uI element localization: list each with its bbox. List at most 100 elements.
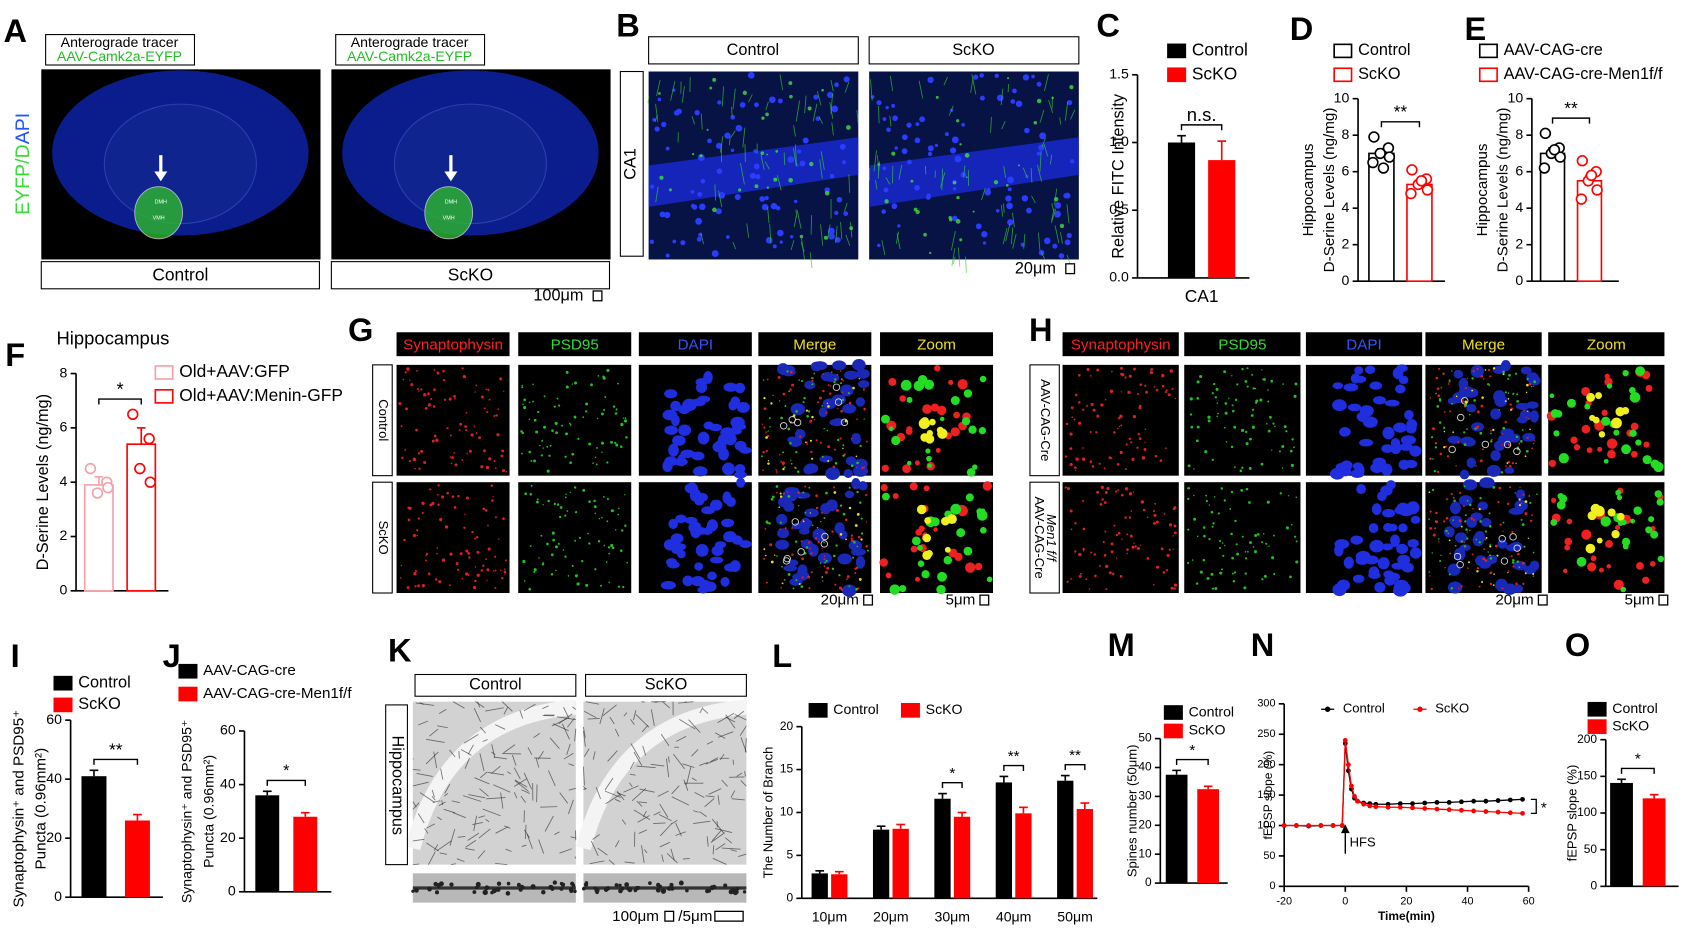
cell [1295, 540, 1298, 543]
cell [1251, 425, 1255, 429]
nucleus [1516, 489, 1526, 500]
fiber [1031, 195, 1036, 204]
neurite [514, 779, 528, 788]
cell [1146, 557, 1150, 560]
cell [1616, 494, 1623, 501]
cell [1463, 443, 1467, 446]
label-box [45, 34, 196, 66]
cell [1473, 518, 1476, 522]
neurite [589, 860, 605, 865]
channel-label: Synaptophysin [1071, 336, 1171, 353]
cell [1587, 511, 1597, 521]
fiber [790, 240, 795, 251]
nucleus [832, 360, 847, 371]
cell [1103, 467, 1106, 470]
cell [804, 511, 807, 514]
cell [834, 210, 839, 216]
fiber [948, 105, 954, 116]
cell [768, 417, 771, 420]
nucleus [1395, 384, 1406, 394]
cell [542, 562, 544, 564]
cell [620, 529, 624, 532]
cell [1524, 500, 1528, 504]
scale-bar [1537, 594, 1548, 606]
scale-label: 5μm [945, 592, 975, 609]
cell [620, 422, 624, 427]
cell [929, 251, 932, 255]
neurite [473, 815, 478, 832]
panel-letter: N [1251, 626, 1275, 663]
cell [803, 396, 806, 400]
cell [791, 383, 795, 387]
cell [810, 552, 813, 555]
cell [597, 540, 601, 543]
cell [444, 525, 449, 529]
panel-letter: D [1290, 10, 1314, 47]
nucleus [1335, 462, 1349, 471]
cell [1432, 533, 1436, 537]
cell [1488, 512, 1491, 515]
neurite [719, 753, 725, 761]
cell [571, 452, 575, 456]
fiber [670, 81, 676, 101]
cell [474, 566, 477, 568]
fiber [845, 234, 851, 246]
nucleus [1455, 532, 1467, 543]
legend-label: ScKO [1612, 717, 1649, 733]
data-point [102, 481, 114, 494]
neurite [472, 821, 483, 826]
cell [826, 566, 830, 570]
bar [1208, 160, 1236, 278]
tissue-fold [576, 699, 748, 851]
cell [1506, 462, 1509, 464]
y-tick-label: 150 [1257, 789, 1275, 801]
cell [680, 240, 686, 246]
cell [799, 496, 801, 499]
cell [981, 231, 988, 238]
cell [1508, 373, 1511, 377]
cell [1523, 409, 1525, 412]
cell [556, 397, 559, 400]
cell [935, 95, 939, 99]
nucleus [1400, 435, 1416, 445]
cell [565, 370, 569, 374]
cell [883, 187, 889, 193]
legend-marker [1163, 723, 1183, 739]
cell [862, 388, 866, 391]
cell [1471, 389, 1474, 392]
nucleus [734, 464, 746, 474]
cell [414, 569, 418, 573]
neurite [513, 792, 518, 799]
cell [821, 405, 823, 407]
cell [1465, 528, 1468, 531]
cell [1467, 561, 1470, 564]
data-point [91, 487, 104, 499]
nucleus [1399, 443, 1413, 451]
cell [494, 569, 497, 572]
neurite [653, 822, 666, 825]
cell [1089, 375, 1092, 377]
cell [1144, 428, 1147, 430]
cell [614, 529, 617, 531]
neurite [623, 785, 639, 793]
neurite [561, 723, 570, 740]
cell [1202, 526, 1206, 529]
significance-label: ** [1008, 748, 1020, 765]
cell [715, 208, 722, 215]
cell [1082, 547, 1085, 551]
cell [811, 383, 814, 386]
nucleus [790, 403, 806, 416]
bar [83, 484, 114, 592]
cell [1140, 544, 1142, 546]
nucleus [1343, 383, 1359, 392]
significance-label: * [1189, 742, 1195, 759]
nucleus [1466, 457, 1476, 469]
cell [832, 465, 836, 469]
fiber [1037, 164, 1043, 182]
data-point [1367, 156, 1379, 169]
neurite [658, 814, 672, 822]
tissue-fold [405, 699, 577, 851]
fiber [764, 161, 770, 170]
cell [810, 571, 813, 574]
y-tick-label: 20 [46, 829, 62, 845]
